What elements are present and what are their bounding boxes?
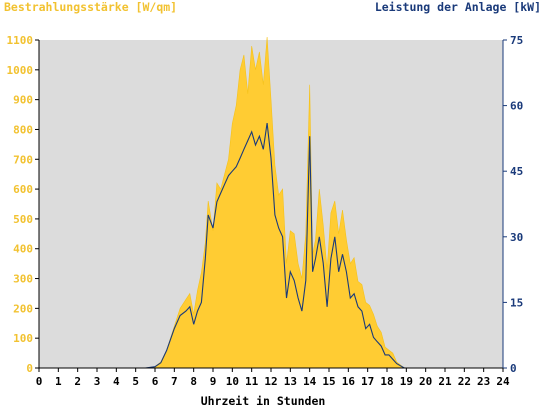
- irradiance-area: [39, 36, 503, 369]
- x-tick-label: 21: [438, 375, 452, 388]
- x-tick-label: 15: [322, 375, 335, 388]
- left-tick-label: 1000: [7, 64, 34, 77]
- x-tick-label: 22: [458, 375, 471, 388]
- x-tick-label: 9: [210, 375, 217, 388]
- x-tick-label: 0: [36, 375, 43, 388]
- x-axis-title: Uhrzeit in Stunden: [201, 394, 326, 408]
- x-tick-label: 1: [55, 375, 62, 388]
- left-tick-label: 500: [13, 213, 33, 226]
- right-tick-label: 45: [510, 165, 523, 178]
- left-tick-label: 800: [13, 123, 33, 136]
- x-tick-label: 2: [74, 375, 81, 388]
- x-tick-label: 17: [361, 375, 374, 388]
- x-tick-label: 19: [400, 375, 413, 388]
- x-tick-label: 13: [284, 375, 297, 388]
- x-tick-label: 3: [94, 375, 101, 388]
- right-axis-title: Leistung der Anlage [kW]: [375, 0, 541, 14]
- x-tick-label: 24: [496, 375, 510, 388]
- x-tick-label: 10: [226, 375, 239, 388]
- left-tick-label: 600: [13, 183, 33, 196]
- x-tick-label: 23: [477, 375, 490, 388]
- left-tick-label: 300: [13, 273, 33, 286]
- x-tick-label: 14: [303, 375, 317, 388]
- right-tick-label: 30: [510, 231, 523, 244]
- right-tick-label: 15: [510, 296, 523, 309]
- x-tick-label: 11: [245, 375, 259, 388]
- left-tick-label: 1100: [7, 34, 34, 47]
- left-tick-label: 900: [13, 94, 33, 107]
- left-tick-label: 100: [13, 332, 33, 345]
- left-tick-label: 0: [26, 362, 33, 375]
- power-line: [39, 123, 503, 369]
- x-tick-label: 4: [113, 375, 120, 388]
- right-tick-label: 0: [510, 362, 517, 375]
- x-tick-label: 6: [152, 375, 159, 388]
- left-tick-label: 200: [13, 302, 33, 315]
- x-tick-label: 8: [190, 375, 197, 388]
- x-tick-label: 16: [342, 375, 356, 388]
- x-tick-label: 7: [171, 375, 178, 388]
- x-tick-label: 18: [380, 375, 393, 388]
- right-tick-label: 60: [510, 100, 523, 113]
- x-tick-label: 12: [264, 375, 277, 388]
- x-tick-label: 5: [132, 375, 139, 388]
- left-tick-label: 400: [13, 243, 33, 256]
- left-axis-title: Bestrahlungsstärke [W/qm]: [4, 0, 177, 14]
- x-tick-label: 20: [419, 375, 432, 388]
- right-tick-label: 75: [510, 34, 523, 47]
- left-tick-label: 700: [13, 153, 33, 166]
